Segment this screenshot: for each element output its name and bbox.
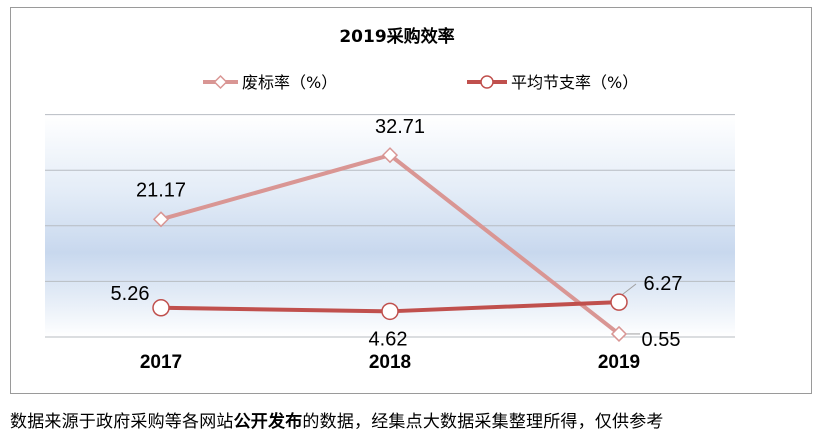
caption-bold-text: 公开发布 — [233, 412, 303, 432]
data-label: 6.27 — [644, 273, 683, 295]
data-point-circle — [381, 302, 399, 321]
data-point-circle — [610, 293, 628, 311]
caption: 数据来源于政府采购等各网站公开发布的数据，经集点大数据采集整理所得，仅供参考 — [10, 407, 816, 432]
data-label: 0.55 — [642, 329, 681, 351]
legend-label-series-1: 废标率（%） — [242, 73, 337, 92]
x-tick-label: 2019 — [598, 352, 640, 373]
data-label: 4.62 — [369, 328, 408, 350]
caption-text-2: 的数据，经集点大数据采集整理所得，仅供参考 — [302, 412, 664, 432]
data-label: 5.26 — [111, 283, 150, 305]
data-point-circle — [152, 299, 170, 317]
data-point-diamond — [610, 325, 628, 343]
gridlines — [45, 114, 735, 338]
data-label: 32.71 — [375, 116, 425, 138]
data-label: 21.17 — [136, 179, 186, 201]
legend-label-series-2: 平均节支率（%） — [511, 73, 638, 92]
legend-marker-series-1 — [213, 74, 228, 90]
data-labels: 21.17 32.71 0.55 5.26 4.62 6.27 — [111, 116, 683, 351]
caption-text-1: 数据来源于政府采购等各网站 — [10, 412, 234, 432]
series-layer — [152, 147, 640, 343]
data-point-diamond — [381, 147, 399, 164]
line-chart: 2019采购效率 废标率（%） 平均节支率（%） 21.17 32.71 0.55 5… — [45, 26, 735, 373]
chart-title: 2019采购效率 — [339, 26, 454, 47]
x-tick-label: 2018 — [369, 352, 411, 373]
legend-marker-series-2 — [480, 75, 494, 89]
legend: 废标率（%） 平均节支率（%） — [203, 73, 638, 92]
x-tick-label: 2017 — [140, 352, 182, 373]
x-axis: 2017 2018 2019 — [140, 352, 640, 373]
data-point-diamond — [152, 211, 170, 228]
